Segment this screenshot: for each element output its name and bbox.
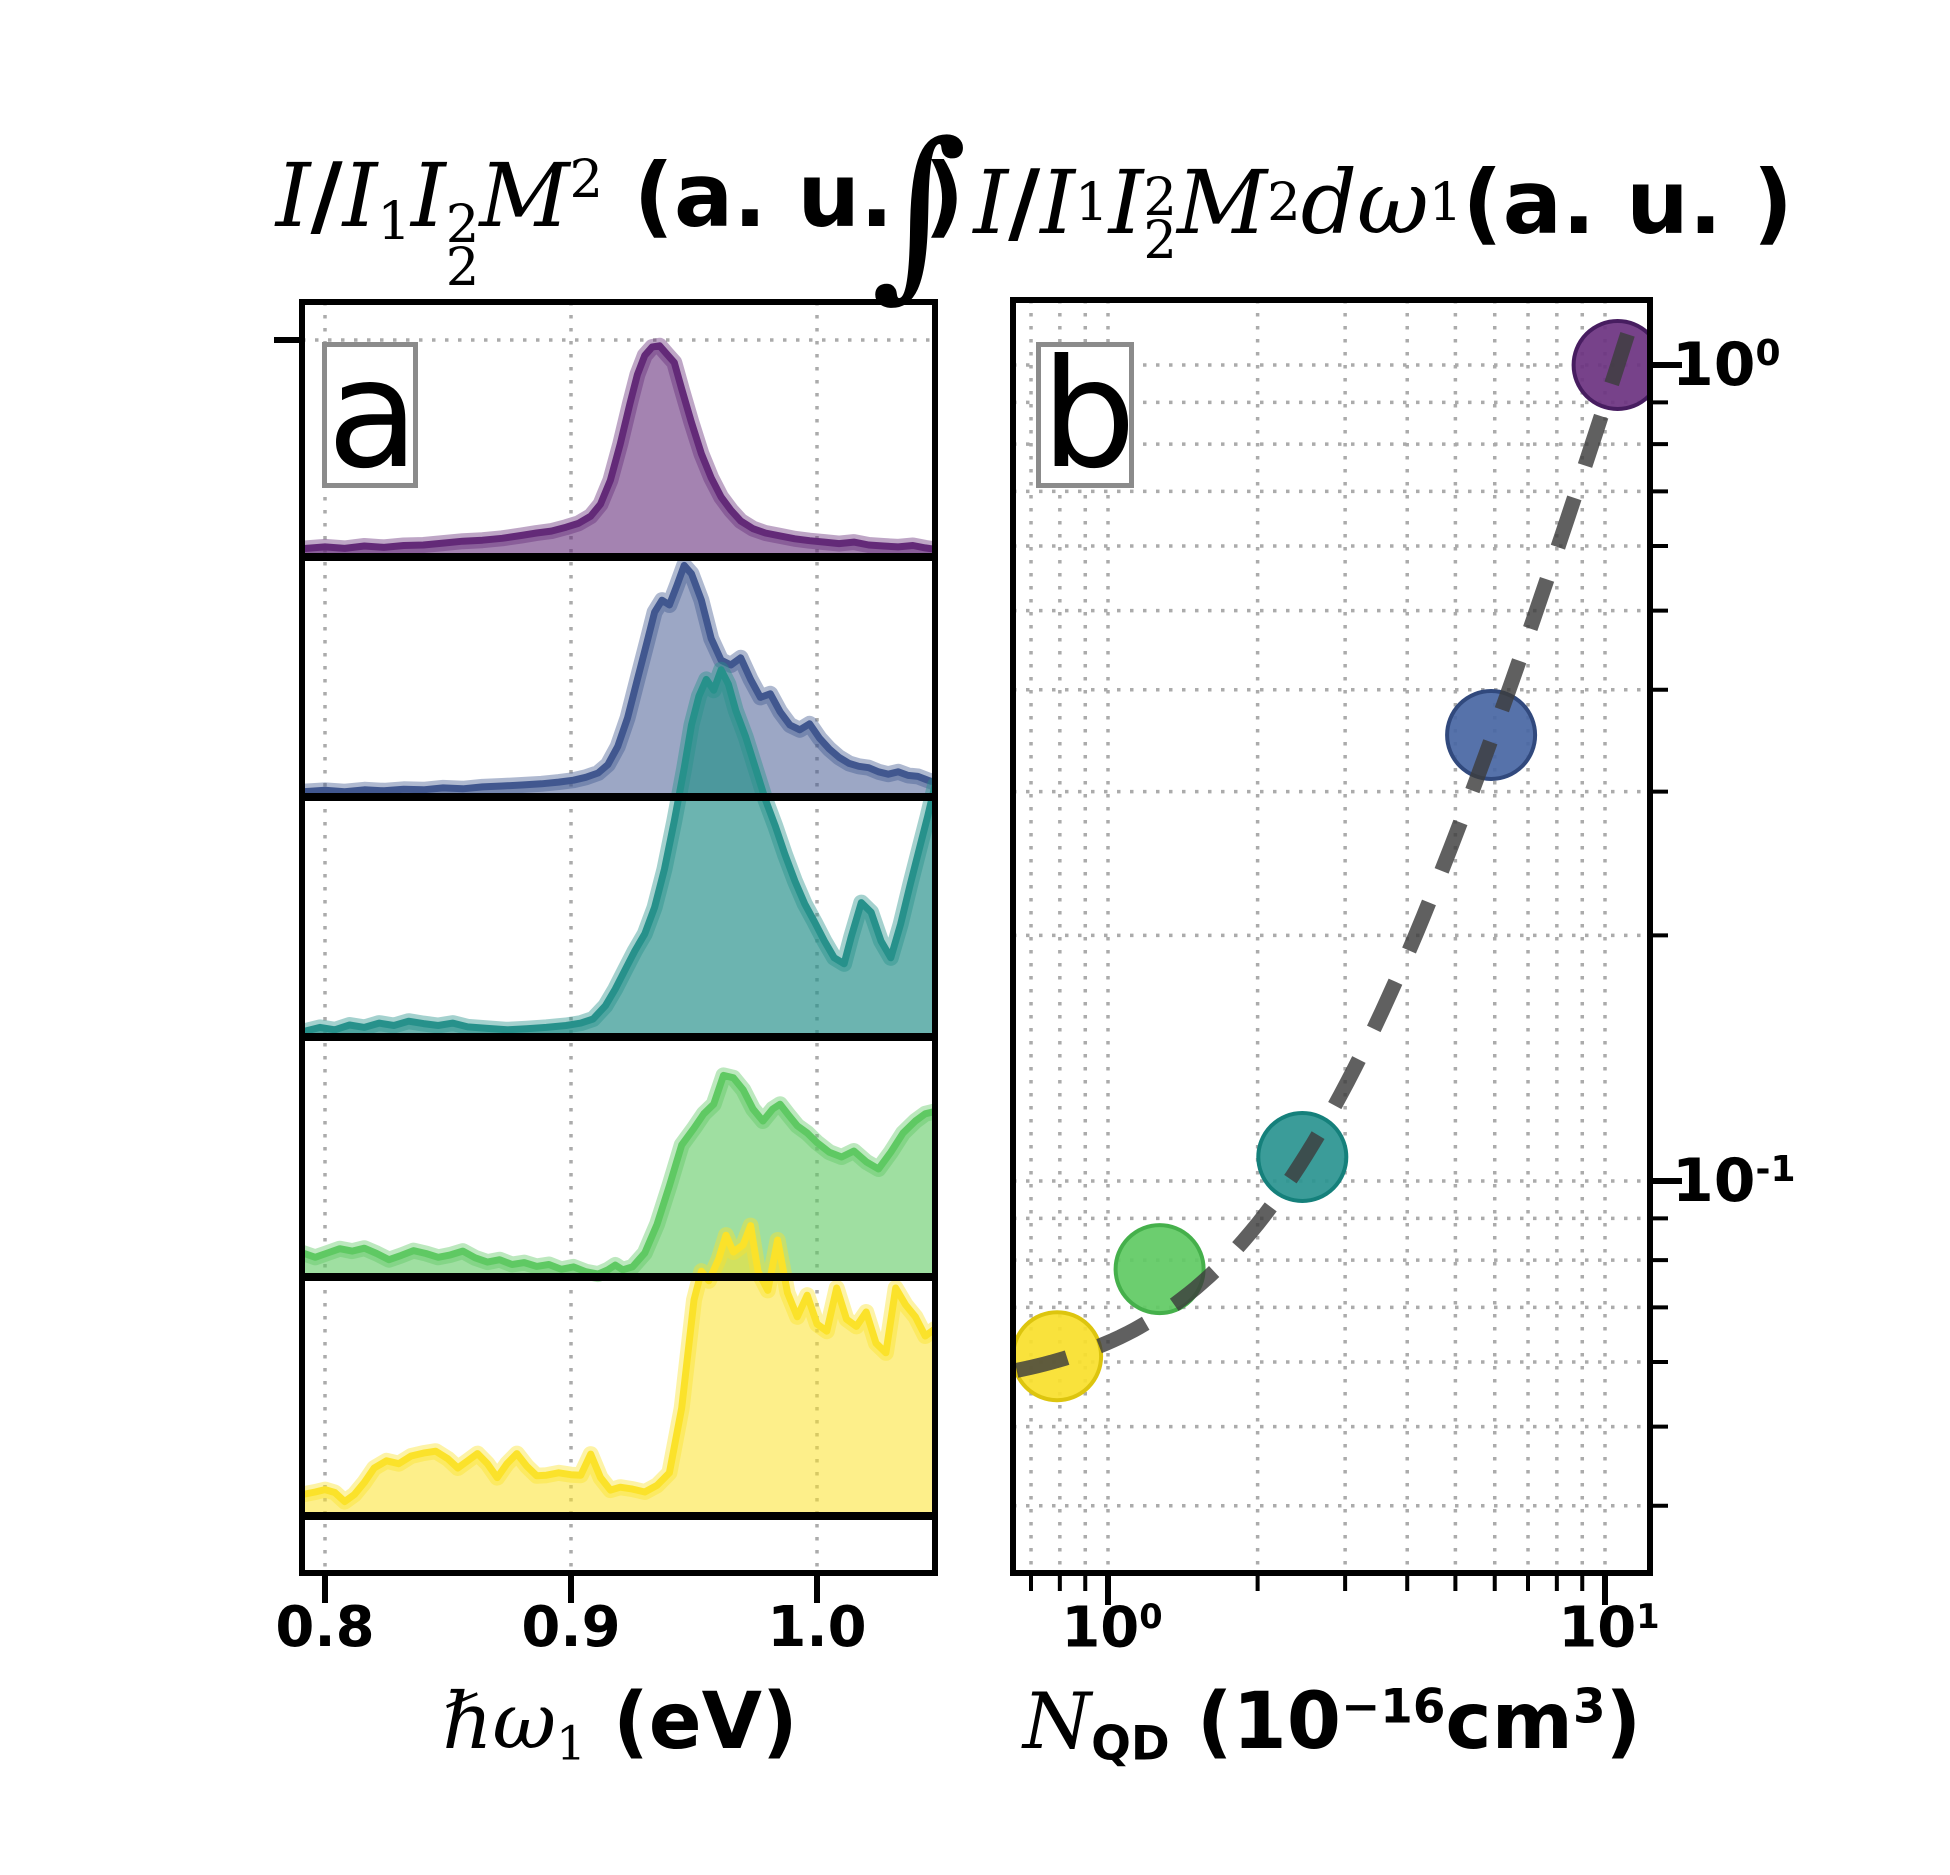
panel-a-letter: a	[322, 340, 419, 490]
a-xtick-1.0: 1.0	[767, 1595, 867, 1660]
panel-b-letter: b	[1036, 340, 1136, 490]
a-xtick-0.9: 0.9	[521, 1595, 621, 1660]
panel-b-title: ∫ I / I 1 I 2 2 M 2 dω 1 (a. u. )	[870, 102, 1794, 319]
panel-a-title: I/I1I 2 2 M2 (a. u. )	[275, 144, 965, 299]
panel-a-xlabel: ℏω1 (eV)	[442, 1677, 798, 1772]
a-xtick-0.8: 0.8	[275, 1595, 375, 1660]
b-ytick-1e-1: 10-1	[1672, 1146, 1796, 1216]
b-xtick-1e1: 101	[1558, 1595, 1660, 1661]
b-ytick-1e0: 100	[1672, 330, 1781, 400]
b-xtick-1e0: 100	[1061, 1595, 1163, 1661]
panel-b-xlabel: NQD (10−16cm3)	[1022, 1677, 1642, 1772]
